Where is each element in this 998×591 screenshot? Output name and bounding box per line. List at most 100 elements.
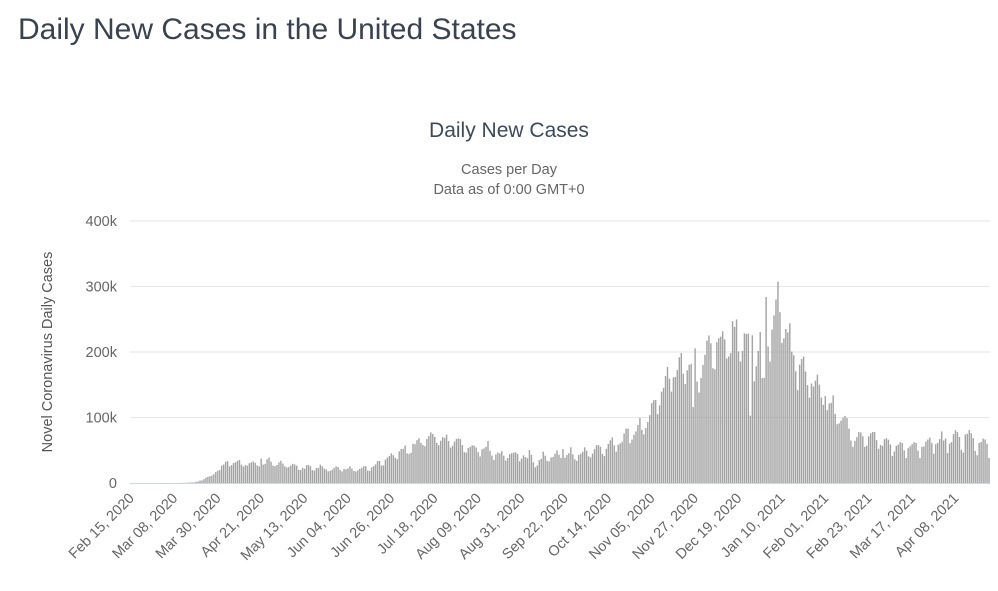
bar[interactable]: [223, 465, 224, 483]
bar[interactable]: [448, 441, 449, 483]
bar[interactable]: [262, 465, 263, 483]
bar[interactable]: [355, 471, 356, 483]
bar[interactable]: [602, 454, 603, 483]
bar[interactable]: [209, 476, 210, 483]
bar[interactable]: [732, 321, 733, 483]
bar[interactable]: [929, 438, 930, 483]
bar[interactable]: [401, 449, 402, 483]
bar[interactable]: [472, 445, 473, 483]
bar[interactable]: [767, 346, 768, 483]
bar[interactable]: [858, 432, 859, 483]
bar[interactable]: [543, 452, 544, 483]
bar[interactable]: [831, 403, 832, 483]
bar[interactable]: [361, 468, 362, 483]
bar[interactable]: [744, 333, 745, 483]
bar[interactable]: [829, 404, 830, 484]
bar[interactable]: [907, 448, 908, 483]
bar[interactable]: [290, 466, 291, 483]
bar[interactable]: [546, 461, 547, 483]
bar[interactable]: [331, 470, 332, 483]
bar[interactable]: [464, 452, 465, 483]
bar[interactable]: [976, 455, 977, 483]
bar[interactable]: [617, 445, 618, 483]
bar[interactable]: [300, 470, 301, 483]
bar[interactable]: [730, 353, 731, 483]
bar[interactable]: [337, 467, 338, 483]
bar[interactable]: [227, 461, 228, 483]
bar[interactable]: [322, 466, 323, 483]
bar[interactable]: [493, 460, 494, 483]
bar[interactable]: [316, 468, 317, 483]
bar[interactable]: [233, 463, 234, 483]
bar[interactable]: [284, 466, 285, 483]
bar[interactable]: [787, 333, 788, 484]
bar[interactable]: [935, 444, 936, 483]
bar[interactable]: [590, 457, 591, 483]
bar[interactable]: [953, 434, 954, 483]
bar[interactable]: [550, 457, 551, 483]
bar[interactable]: [304, 469, 305, 483]
bar[interactable]: [781, 343, 782, 483]
bar[interactable]: [189, 482, 190, 483]
bar[interactable]: [566, 455, 567, 483]
bar[interactable]: [623, 434, 624, 484]
bar[interactable]: [738, 351, 739, 483]
bar[interactable]: [834, 414, 835, 483]
bar[interactable]: [748, 334, 749, 483]
bar[interactable]: [466, 453, 467, 483]
bar[interactable]: [345, 469, 346, 483]
bar[interactable]: [339, 470, 340, 483]
bar[interactable]: [902, 443, 903, 483]
bar[interactable]: [694, 348, 695, 483]
bar[interactable]: [921, 447, 922, 483]
bar[interactable]: [527, 458, 528, 483]
bar[interactable]: [296, 466, 297, 483]
bar[interactable]: [724, 339, 725, 483]
bar[interactable]: [446, 435, 447, 483]
bar[interactable]: [825, 396, 826, 483]
bar[interactable]: [669, 379, 670, 483]
bar[interactable]: [750, 416, 751, 483]
bar[interactable]: [568, 453, 569, 483]
bar[interactable]: [548, 461, 549, 483]
bar[interactable]: [600, 447, 601, 483]
bar[interactable]: [519, 461, 520, 483]
bar[interactable]: [426, 439, 427, 483]
bar[interactable]: [761, 378, 762, 483]
bar[interactable]: [811, 384, 812, 483]
bar[interactable]: [241, 465, 242, 483]
bar[interactable]: [369, 471, 370, 483]
bar[interactable]: [195, 482, 196, 483]
bar[interactable]: [294, 464, 295, 483]
bar[interactable]: [430, 432, 431, 483]
bar[interactable]: [726, 359, 727, 483]
bar[interactable]: [292, 464, 293, 483]
bar[interactable]: [578, 455, 579, 483]
bar[interactable]: [562, 449, 563, 483]
bar[interactable]: [438, 445, 439, 483]
bar[interactable]: [260, 459, 261, 483]
bar[interactable]: [655, 400, 656, 483]
bar[interactable]: [661, 392, 662, 483]
bar[interactable]: [852, 447, 853, 483]
bar[interactable]: [333, 468, 334, 483]
bar[interactable]: [239, 460, 240, 483]
bar[interactable]: [758, 351, 759, 483]
bar[interactable]: [203, 479, 204, 483]
bar[interactable]: [402, 449, 403, 483]
bar[interactable]: [692, 407, 693, 483]
bar[interactable]: [251, 462, 252, 483]
bar[interactable]: [268, 457, 269, 483]
bar[interactable]: [736, 319, 737, 483]
bar[interactable]: [211, 476, 212, 483]
bar[interactable]: [836, 424, 837, 483]
bar[interactable]: [481, 449, 482, 483]
bar[interactable]: [229, 466, 230, 483]
bar[interactable]: [663, 388, 664, 483]
bar[interactable]: [894, 452, 895, 484]
bar[interactable]: [619, 443, 620, 483]
bar[interactable]: [884, 439, 885, 483]
bar[interactable]: [641, 430, 642, 483]
bar[interactable]: [710, 343, 711, 483]
bar[interactable]: [373, 466, 374, 483]
